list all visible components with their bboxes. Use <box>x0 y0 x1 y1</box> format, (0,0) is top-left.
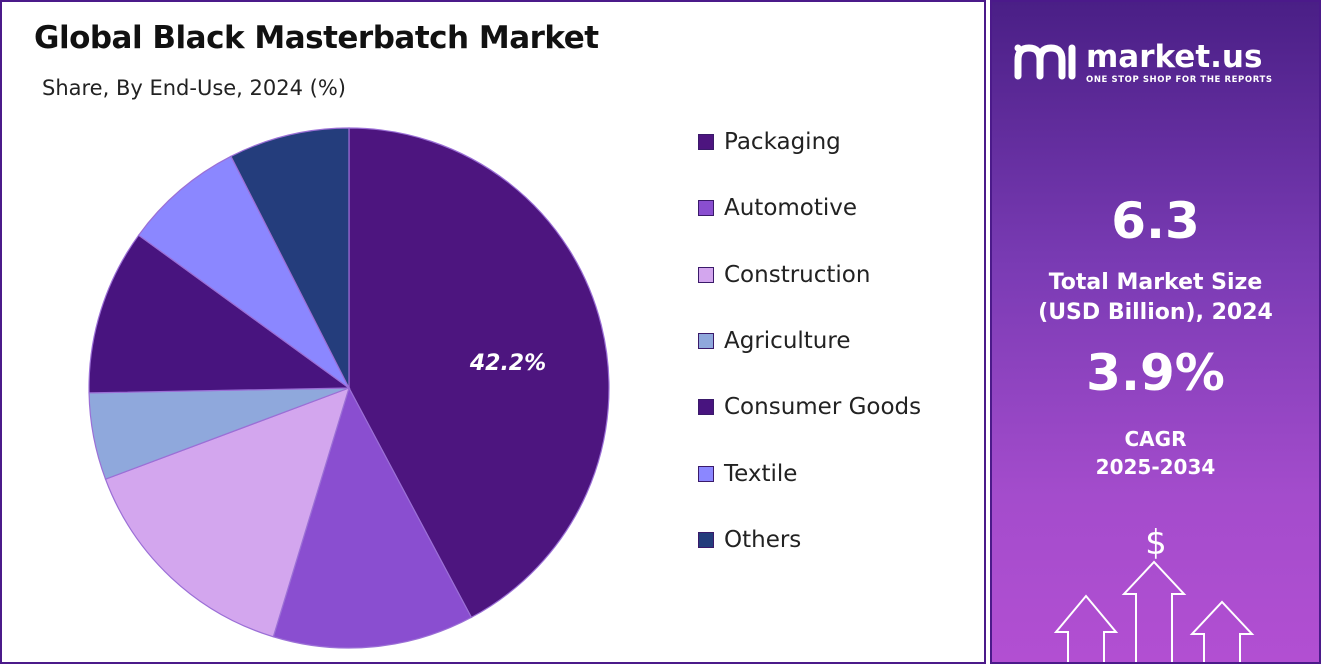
pie-slice-consumer-goods <box>88 234 351 394</box>
legend-item-packaging: Packaging <box>698 124 841 160</box>
legend-swatch-packaging <box>698 134 714 150</box>
legend-item-automotive: Automotive <box>698 190 857 226</box>
pie-slice-construction <box>104 387 350 638</box>
legend-swatch-automotive <box>698 200 714 217</box>
legend-item-others: Others <box>698 522 801 558</box>
legend-label-agriculture: Agriculture <box>724 327 851 354</box>
chart-subtitle: Share, By End-Use, 2024 (%) <box>42 76 346 100</box>
cagr-label: CAGR 2025-2034 <box>992 425 1319 481</box>
pie-slice-automotive <box>272 386 473 649</box>
legend-swatch-construction <box>698 266 714 283</box>
legend-swatch-textile <box>698 465 714 482</box>
legend-item-construction: Construction <box>698 257 870 293</box>
legend-swatch-others <box>698 531 714 548</box>
legend-swatch-consumer-goods <box>698 399 714 416</box>
legend-item-agriculture: Agriculture <box>698 323 851 359</box>
cagr-value: 3.9% <box>1086 344 1225 402</box>
legend-item-textile: Textile <box>698 456 797 492</box>
pie-chart: 42.2% <box>88 127 610 649</box>
market-size-value: 6.3 <box>1111 192 1200 250</box>
market-us-logo-icon <box>1014 44 1076 80</box>
market-size-label: Total Market Size (USD Billion), 2024 <box>992 268 1319 328</box>
market-size-label-line2: (USD Billion), 2024 <box>1038 300 1273 325</box>
brand-name: market.us <box>1086 39 1263 75</box>
pie-slice-packaging <box>348 127 610 619</box>
legend-item-consumer-goods: Consumer Goods <box>698 389 921 425</box>
cagr-label-line2: 2025-2034 <box>1095 455 1216 479</box>
legend-label-construction: Construction <box>724 261 871 288</box>
pie-data-label-packaging: 42.2% <box>469 351 546 376</box>
svg-text:$: $ <box>1145 523 1167 563</box>
legend-label-others: Others <box>724 526 802 553</box>
chart-title: Global Black Masterbatch Market <box>34 20 599 56</box>
legend-label-automotive: Automotive <box>724 195 858 222</box>
legend-label-textile: Textile <box>724 460 798 487</box>
pie-slice-textile <box>137 155 350 389</box>
summary-panel: market.us ONE STOP SHOP FOR THE REPORTS … <box>990 0 1321 664</box>
brand-logo: market.us ONE STOP SHOP FOR THE REPORTS <box>1012 38 1273 88</box>
market-size-label-line1: Total Market Size <box>1048 270 1263 295</box>
pie-slice-others <box>230 127 350 389</box>
dollar-growth-arrows-icon: $ <box>1053 523 1255 662</box>
legend-label-consumer-goods: Consumer Goods <box>724 394 922 421</box>
pie-slices <box>88 127 610 649</box>
legend-swatch-agriculture <box>698 332 714 349</box>
brand-tagline: ONE STOP SHOP FOR THE REPORTS <box>1086 75 1273 85</box>
legend-label-packaging: Packaging <box>724 129 841 155</box>
cagr-label-line1: CAGR <box>1124 427 1187 451</box>
chart-panel: Global Black Masterbatch Market Share, B… <box>0 0 986 664</box>
